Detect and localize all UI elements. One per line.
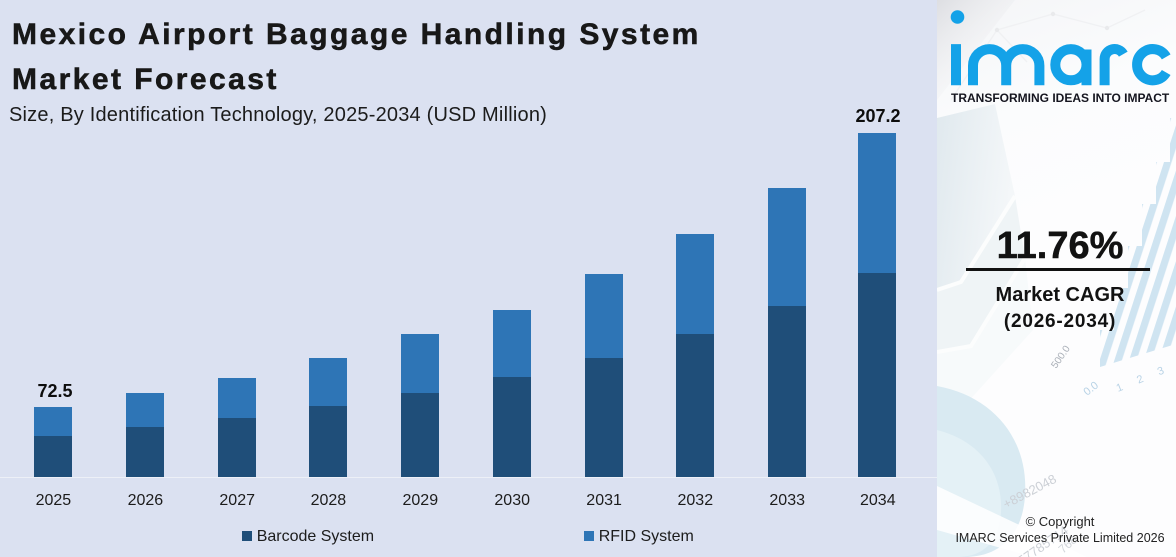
svg-text:500.0: 500.0 [1049,344,1073,371]
svg-text:1 2 3 4: 1 2 3 4 [1115,354,1176,395]
svg-text:0.0: 0.0 [1081,379,1100,398]
